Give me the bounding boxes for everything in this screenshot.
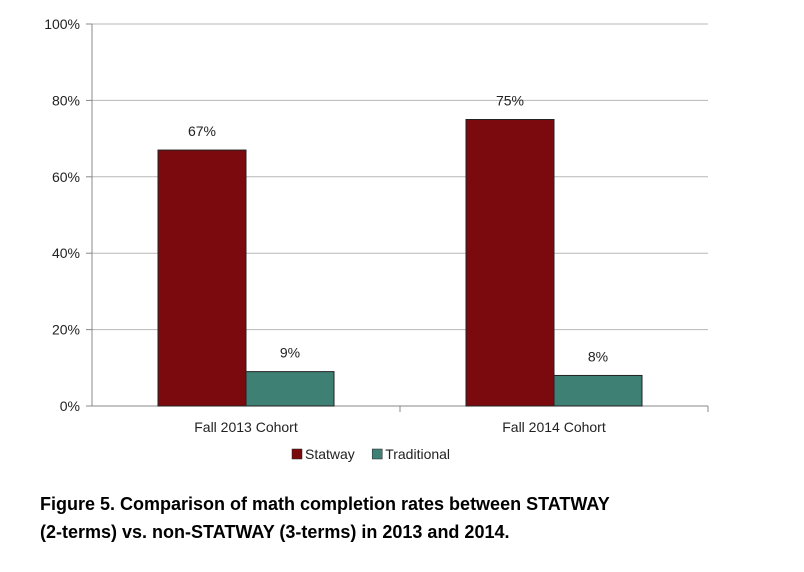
labels: 0% 20% 40% 60% 80% 100% 67% 9% Fall 2013 Cohort 7…: [44, 16, 608, 435]
bar-traditional-1: [245, 371, 335, 407]
caption-line-2: (2-terms) vs. non-STATWAY (3-terms) in 2…: [40, 522, 510, 542]
x-category-label: Fall 2013 Cohort: [194, 419, 298, 435]
bar-statway-1: [157, 149, 247, 407]
y-tick-label: 20%: [52, 322, 80, 338]
bar-traditional-2: [553, 374, 643, 407]
legend-label: Traditional: [385, 446, 450, 462]
y-tick-label: 0%: [60, 398, 80, 414]
bars: [157, 119, 643, 407]
data-label: 9%: [280, 345, 300, 361]
bar-chart: 0% 20% 40% 60% 80% 100% 67% 9% Fall 2013 Cohort 7…: [44, 16, 709, 462]
y-tick-label: 100%: [44, 16, 80, 32]
y-tick-label: 60%: [52, 169, 80, 185]
data-label: 8%: [588, 348, 608, 364]
legend: Statway Traditional: [291, 446, 450, 462]
data-label: 67%: [188, 123, 216, 139]
legend-swatch: [291, 448, 303, 460]
bar-statway-2: [465, 119, 555, 407]
y-tick-label: 40%: [52, 245, 80, 261]
caption-line-1: Figure 5. Comparison of math completion …: [40, 494, 610, 514]
legend-swatch: [371, 448, 383, 460]
y-tick-label: 80%: [52, 92, 80, 108]
data-label: 75%: [496, 93, 524, 109]
legend-label: Statway: [305, 446, 355, 462]
figure-caption: Figure 5. Comparison of math completion …: [40, 490, 780, 546]
x-category-label: Fall 2014 Cohort: [502, 419, 606, 435]
